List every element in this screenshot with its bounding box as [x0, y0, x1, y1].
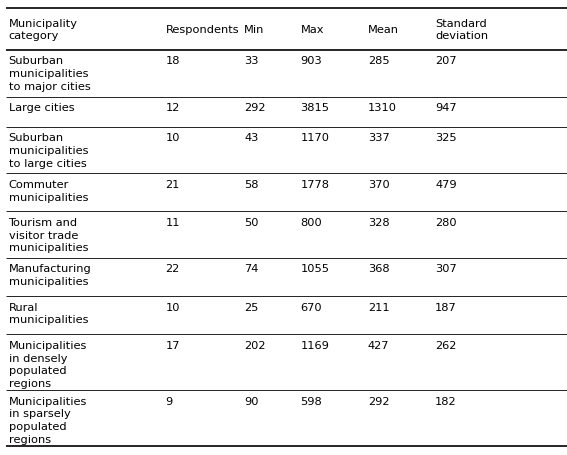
Text: 21: 21 — [166, 179, 180, 189]
Text: 947: 947 — [435, 103, 457, 113]
Text: 307: 307 — [435, 264, 457, 274]
Text: 22: 22 — [166, 264, 180, 274]
Text: 368: 368 — [368, 264, 390, 274]
Text: 50: 50 — [244, 217, 259, 228]
Text: 211: 211 — [368, 302, 390, 312]
Text: 598: 598 — [301, 396, 322, 406]
Text: Suburban
municipalities
to major cities: Suburban municipalities to major cities — [9, 56, 90, 92]
Text: 207: 207 — [435, 56, 457, 66]
Text: 292: 292 — [368, 396, 390, 406]
Text: Suburban
municipalities
to large cities: Suburban municipalities to large cities — [9, 133, 88, 168]
Text: 479: 479 — [435, 179, 457, 189]
Text: Min: Min — [244, 25, 265, 35]
Text: 328: 328 — [368, 217, 390, 228]
Text: 17: 17 — [166, 340, 180, 350]
Text: 370: 370 — [368, 179, 390, 189]
Text: 903: 903 — [301, 56, 322, 66]
Text: 280: 280 — [435, 217, 457, 228]
Text: 325: 325 — [435, 133, 457, 143]
Text: 25: 25 — [244, 302, 259, 312]
Text: 90: 90 — [244, 396, 259, 406]
Text: 670: 670 — [301, 302, 322, 312]
Text: 292: 292 — [244, 103, 266, 113]
Text: Mean: Mean — [368, 25, 399, 35]
Text: 800: 800 — [301, 217, 322, 228]
Text: 1169: 1169 — [301, 340, 329, 350]
Text: 3815: 3815 — [301, 103, 329, 113]
Text: Municipalities
in densely
populated
regions: Municipalities in densely populated regi… — [9, 340, 87, 388]
Text: 285: 285 — [368, 56, 390, 66]
Text: 427: 427 — [368, 340, 390, 350]
Text: Manufacturing
municipalities: Manufacturing municipalities — [9, 264, 91, 287]
Text: 10: 10 — [166, 133, 180, 143]
Text: Max: Max — [301, 25, 324, 35]
Text: 18: 18 — [166, 56, 180, 66]
Text: 58: 58 — [244, 179, 259, 189]
Text: 202: 202 — [244, 340, 266, 350]
Text: Commuter
municipalities: Commuter municipalities — [9, 179, 88, 202]
Text: Respondents: Respondents — [166, 25, 239, 35]
Text: 1055: 1055 — [301, 264, 329, 274]
Text: 10: 10 — [166, 302, 180, 312]
Text: 182: 182 — [435, 396, 457, 406]
Text: 187: 187 — [435, 302, 457, 312]
Text: Standard
deviation: Standard deviation — [435, 19, 488, 41]
Text: 1310: 1310 — [368, 103, 397, 113]
Text: 74: 74 — [244, 264, 259, 274]
Text: Rural
municipalities: Rural municipalities — [9, 302, 88, 324]
Text: 33: 33 — [244, 56, 259, 66]
Text: Municipalities
in sparsely
populated
regions: Municipalities in sparsely populated reg… — [9, 396, 87, 444]
Text: Large cities: Large cities — [9, 103, 74, 113]
Text: 337: 337 — [368, 133, 390, 143]
Text: 12: 12 — [166, 103, 180, 113]
Text: 262: 262 — [435, 340, 456, 350]
Text: 1170: 1170 — [301, 133, 329, 143]
Text: 1778: 1778 — [301, 179, 329, 189]
Text: 43: 43 — [244, 133, 259, 143]
Text: Tourism and
visitor trade
municipalities: Tourism and visitor trade municipalities — [9, 217, 88, 253]
Text: Municipality
category: Municipality category — [9, 19, 78, 41]
Text: 11: 11 — [166, 217, 180, 228]
Text: 9: 9 — [166, 396, 173, 406]
